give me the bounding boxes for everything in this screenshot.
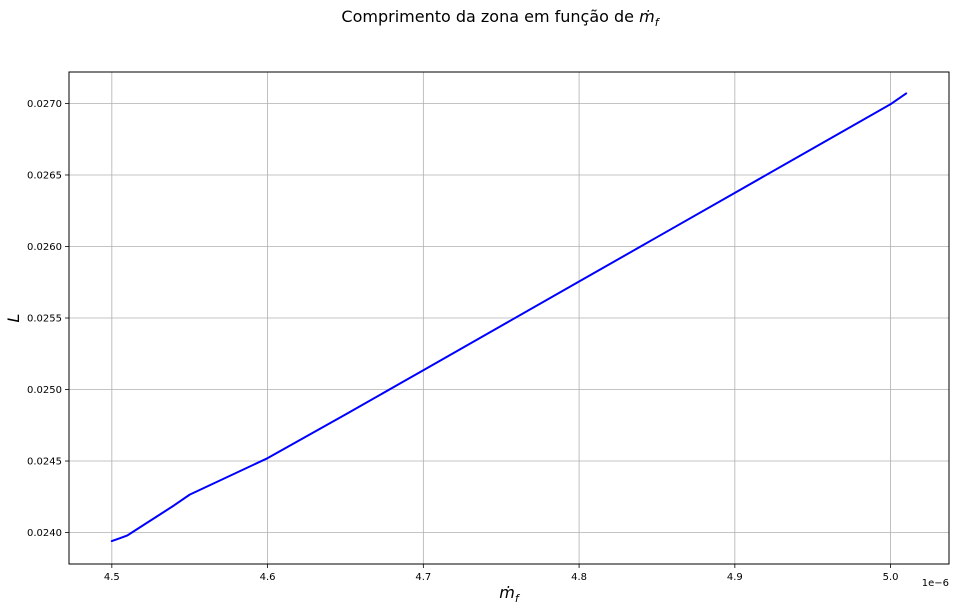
x-tick-label: 4.5 (104, 572, 120, 583)
y-tick-label: 0.0255 (27, 314, 62, 325)
x-tick-label: 4.7 (415, 572, 431, 583)
y-tick-label: 0.0270 (27, 99, 62, 110)
y-tick-label: 0.0265 (27, 170, 62, 181)
x-tick-label: 4.8 (571, 572, 587, 583)
x-offset-text: 1e−6 (922, 578, 949, 589)
y-tick-label: 0.0250 (27, 385, 62, 396)
chart-title: Comprimento da zona em função de ṁf (341, 7, 660, 29)
series-layer (110, 92, 908, 543)
x-tick-label: 5.0 (883, 572, 899, 583)
y-axis-ticks: 0.0240 0.0245 0.0250 0.0255 0.0260 0.0265 0.02… (27, 99, 69, 539)
grid (69, 72, 949, 564)
y-tick-label: 0.0260 (27, 242, 62, 253)
y-axis-label: L (4, 314, 23, 323)
x-tick-label: 4.9 (727, 572, 743, 583)
y-tick-label: 0.0245 (27, 457, 62, 468)
y-tick-label: 0.0240 (27, 528, 62, 539)
x-axis-label: ṁf (499, 583, 521, 605)
x-tick-label: 4.6 (260, 572, 276, 583)
x-axis-ticks: 4.5 4.6 4.7 4.8 4.9 5.0 (104, 564, 899, 583)
series-line (110, 92, 908, 543)
